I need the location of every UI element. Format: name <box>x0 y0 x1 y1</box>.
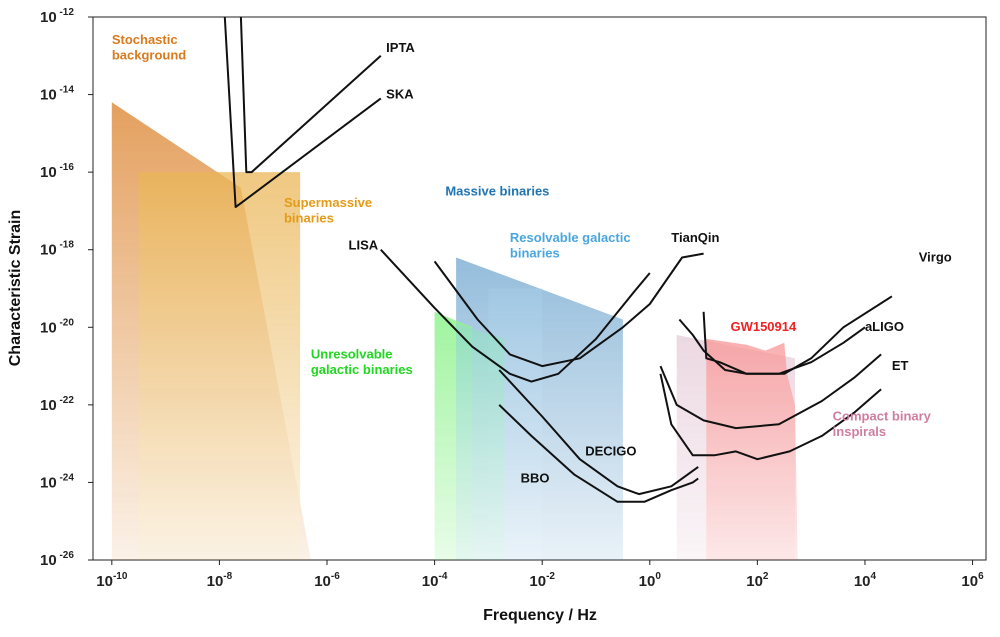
label-stochastic: Stochastic <box>112 32 178 47</box>
y-tick-label: 10 -24 <box>40 472 74 491</box>
label-tianqin: TianQin <box>671 230 719 245</box>
y-axis-ticks: 10 -12 10 -14 10 -16 10 -18 10 -20 10 -22 10 -… <box>40 7 93 569</box>
detector-curves <box>223 16 893 503</box>
x-tick-label: 10-4 <box>422 571 448 590</box>
y-tick-label: 10 -16 <box>40 162 74 181</box>
label-unresolvable: Unresolvable <box>311 346 393 361</box>
label-decigo: DECIGO <box>585 443 636 458</box>
x-tick-label: 10-2 <box>529 571 555 590</box>
label-resolvable-galactic: Resolvable galactic <box>510 230 631 245</box>
label-ska: SKA <box>386 86 414 101</box>
curve-decigo <box>498 369 699 496</box>
y-tick-label: 10 -22 <box>40 395 74 414</box>
region-supermassive-binaries <box>138 172 301 560</box>
label-background: background <box>112 48 186 63</box>
source-regions <box>111 102 798 561</box>
label-lisa: LISA <box>349 238 379 253</box>
label-galactic-binaries: galactic binaries <box>311 362 413 377</box>
x-tick-label: 10-8 <box>207 571 233 590</box>
curve-virgo <box>702 295 893 375</box>
label-binaries: binaries <box>510 245 560 260</box>
label-gw150914: GW150914 <box>730 319 797 334</box>
x-tick-label: 10-6 <box>314 571 340 590</box>
label-inspirals: inspirals <box>833 424 886 439</box>
curve-bbo <box>498 404 699 503</box>
y-axis-label: Characteristic Strain <box>7 210 24 367</box>
label-supermassive: Supermassive <box>284 195 372 210</box>
curve-et <box>659 373 882 461</box>
curve-ipta <box>239 16 382 174</box>
label-aligo: aLIGO <box>865 319 904 334</box>
curve-ska <box>223 16 382 208</box>
x-axis-label: Frequency / Hz <box>483 607 597 624</box>
label-ipta: IPTA <box>386 40 415 55</box>
x-tick-label: 104 <box>854 571 877 590</box>
y-tick-label: 10 -14 <box>40 85 74 104</box>
label-massive-binaries: Massive binaries <box>445 183 549 198</box>
label-binaries: binaries <box>284 211 334 226</box>
x-tick-label: 102 <box>746 571 769 590</box>
x-tick-label: 10-10 <box>96 571 128 590</box>
label-et: ET <box>892 358 909 373</box>
y-tick-label: 10 -12 <box>40 7 74 26</box>
region-unresolvable-galactic-binaries-teal <box>456 323 505 560</box>
label-compact-binary: Compact binary <box>833 408 932 423</box>
label-bbo: BBO <box>521 470 550 485</box>
x-axis-ticks: 10-10 10-8 10-6 10-4 10-2 100 102 104 106 <box>96 560 984 590</box>
region-gw150914 <box>706 338 798 560</box>
curve-lisa <box>380 249 651 383</box>
curve-virgo-lower <box>659 353 882 430</box>
y-tick-label: 10 -20 <box>40 317 74 336</box>
y-tick-label: 10 -18 <box>40 240 74 259</box>
y-tick-label: 10 -26 <box>40 550 74 569</box>
x-tick-label: 106 <box>961 571 984 590</box>
annotation-labels: StochasticbackgroundSupermassivebinaries… <box>112 32 952 485</box>
label-virgo: Virgo <box>919 249 952 264</box>
x-tick-label: 100 <box>639 571 662 590</box>
curve-tianqin <box>433 252 704 368</box>
